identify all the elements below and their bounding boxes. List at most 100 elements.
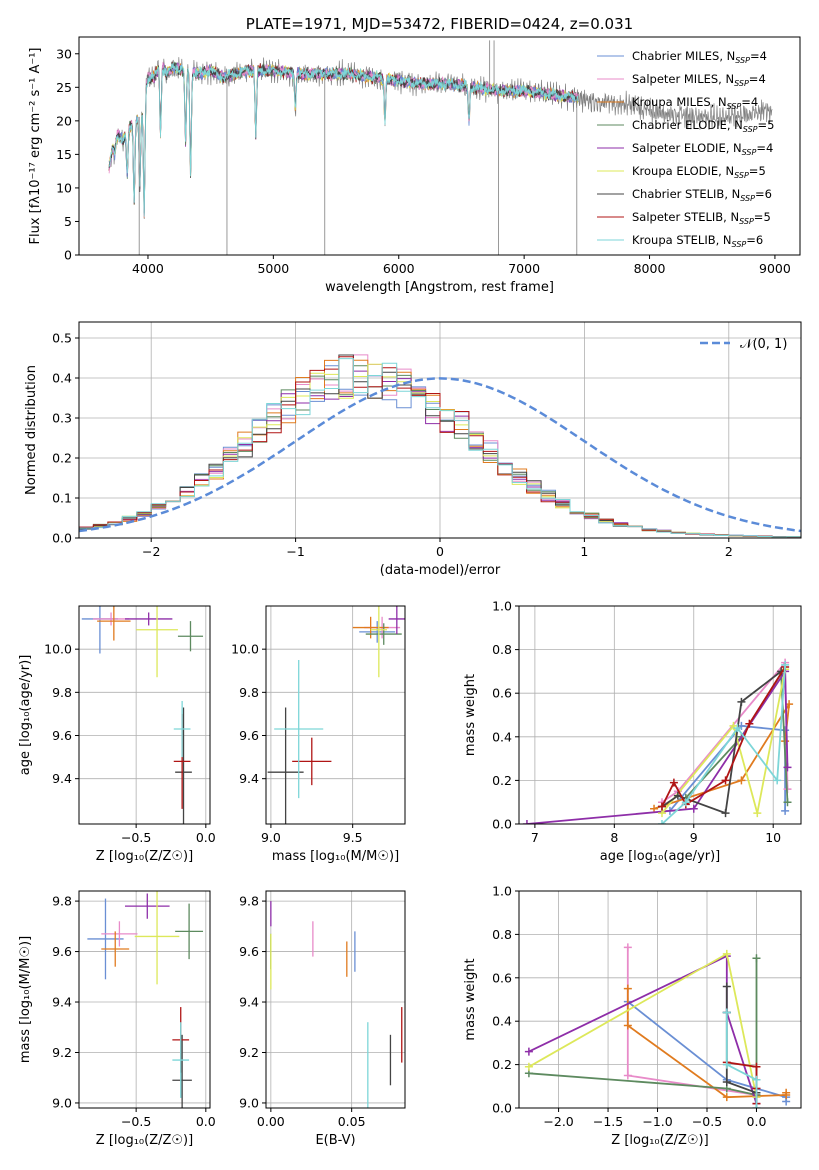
x-tick-label: 2 (725, 544, 733, 559)
plot-area (87, 891, 204, 1108)
x-tick-label: 9.5 (343, 830, 363, 845)
data-point-marker (752, 1075, 761, 1084)
x-tick-label: 0.0 (196, 1114, 216, 1129)
x-axis-label: age [log₁₀(age/yr)] (600, 849, 721, 864)
data-point-marker (721, 809, 730, 818)
y-tick-label: 9.6 (239, 728, 259, 743)
mass-weight-line (725, 1012, 758, 1108)
x-tick-label: −0.5 (121, 830, 151, 845)
y-tick-label: 9.2 (239, 1045, 259, 1060)
axes-frame (78, 890, 211, 1109)
data-point-marker (623, 1071, 632, 1080)
x-tick-label: 9 (690, 830, 698, 845)
x-tick-label: 7 (531, 830, 539, 845)
y-tick-label: 0.0 (492, 817, 512, 832)
normal-curve (79, 377, 801, 533)
axes-frame (518, 890, 802, 1109)
data-point-marker (783, 798, 792, 807)
data-point-marker (752, 954, 761, 963)
legend-entry: Chabrier MILES, NSSP=4 (632, 49, 767, 65)
legend: 𝒩(0, 1) (700, 337, 787, 352)
model-spectrum (108, 62, 579, 217)
plot-area (81, 606, 204, 824)
data-point-marker (722, 1060, 731, 1069)
x-tick-label: 7000 (508, 261, 540, 276)
mass-weight-line (528, 958, 758, 1097)
y-tick-label: 0.4 (492, 1014, 512, 1029)
y-tick-label: 9.4 (239, 771, 259, 786)
y-tick-label: 30 (56, 46, 72, 61)
legend-entry: Chabrier STELIB, NSSP=6 (632, 187, 772, 203)
x-tick-label: 9000 (759, 261, 791, 276)
data-point-marker (623, 1021, 632, 1030)
data-point-marker (745, 719, 754, 728)
data-point-marker (722, 1077, 731, 1086)
x-axis-label: mass [log₁₀(M/M☉)] (272, 849, 399, 864)
y-tick-label: 9.0 (239, 1095, 259, 1110)
y-tick-label: 10 (56, 180, 72, 195)
x-tick-label: 0.0 (747, 1114, 767, 1129)
y-axis-label: mass [log₁₀(M/M☉)] (18, 936, 33, 1063)
x-axis-label: (data-model)/error (380, 563, 501, 578)
x-axis-label: E(B-V) (315, 1133, 355, 1148)
panel-age_vs_mass: 9.0 9.5 9.4 9.6 9.8 10.0 mass [log₁₀(M/M☉)] (231, 605, 406, 864)
mass-weight-line (661, 666, 786, 807)
x-tick-label: 0.05 (338, 1114, 366, 1129)
legend-entry: Salpeter MILES, NSSP=4 (632, 72, 766, 88)
data-point-marker (657, 820, 666, 824)
legend: Chabrier MILES, NSSP=4 Salpeter MILES, NS… (597, 49, 774, 249)
y-tick-label: 20 (56, 113, 72, 128)
x-axis-label: Z [log₁₀(Z/Z☉)] (611, 1133, 708, 1148)
y-tick-label: 9.4 (239, 995, 259, 1010)
y-tick-label: 0.6 (492, 686, 512, 701)
y-tick-label: 0.3 (52, 411, 72, 426)
plot-area (108, 40, 773, 255)
data-point-marker (781, 806, 790, 815)
plot-area (270, 901, 403, 1108)
y-tick-label: 0.2 (492, 773, 512, 788)
x-tick-label: 8 (610, 830, 618, 845)
y-tick-label: 0.0 (52, 531, 72, 546)
y-tick-label: 1.0 (492, 599, 512, 614)
y-tick-label: 9.8 (239, 894, 259, 909)
x-tick-label: 10 (765, 830, 781, 845)
x-tick-label: 1 (580, 544, 588, 559)
plot-area (524, 943, 791, 1108)
x-tick-label: −1 (286, 544, 304, 559)
y-tick-label: 0.8 (492, 927, 512, 942)
legend-entry: Chabrier ELODIE, NSSP=5 (632, 118, 774, 134)
data-point-marker (722, 1093, 731, 1102)
axes-frame (265, 605, 406, 825)
axes-frame (78, 321, 802, 539)
x-axis-label: wavelength [Angstrom, rest frame] (325, 280, 554, 295)
x-tick-label: 6000 (383, 261, 415, 276)
y-axis-label: Flux [fλ10⁻¹⁷ erg cm⁻² s⁻¹ A⁻¹] (28, 48, 43, 245)
x-tick-label: −1.0 (642, 1114, 672, 1129)
x-tick-label: 8000 (634, 261, 666, 276)
axes-frame (265, 890, 406, 1109)
panel-mass_vs_EBV: 0.00 0.05 9.0 9.2 9.4 9.6 9.8 E(B-V) (239, 890, 406, 1148)
plot-area (79, 354, 801, 538)
data-point-marker (781, 660, 790, 669)
x-tick-label: 5000 (257, 261, 289, 276)
y-tick-label: 9.4 (52, 995, 72, 1010)
x-tick-label: −0.5 (121, 1114, 151, 1129)
y-tick-label: 0.4 (492, 729, 512, 744)
legend-entry: Kroupa MILES, NSSP=4 (632, 95, 758, 111)
x-tick-label: −1.5 (593, 1114, 623, 1129)
legend-entry: Kroupa STELIB, NSSP=6 (632, 233, 763, 249)
y-tick-label: 10.0 (231, 642, 259, 657)
data-point-marker (737, 776, 746, 785)
data-point-marker (524, 1062, 533, 1071)
plot-area (267, 606, 405, 824)
x-tick-label: −0.5 (692, 1114, 722, 1129)
y-tick-label: 5 (64, 214, 72, 229)
y-tick-label: 9.6 (52, 944, 72, 959)
data-point-marker (650, 804, 659, 813)
x-tick-label: 0 (436, 544, 444, 559)
data-point-marker (657, 802, 666, 811)
axes-frame (78, 605, 211, 825)
data-point-marker (522, 820, 531, 824)
y-tick-label: 9.8 (52, 685, 72, 700)
data-point-marker (753, 809, 762, 818)
